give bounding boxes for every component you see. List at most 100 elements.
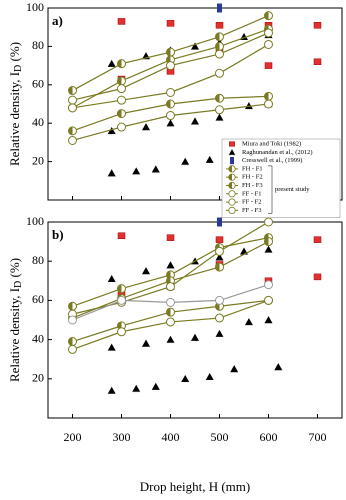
square-marker [313, 22, 322, 29]
marker-body [215, 68, 224, 78]
y-tick-label: 20 [32, 153, 44, 167]
half-circle-marker [228, 181, 236, 190]
open-circle-marker [68, 315, 77, 325]
marker-body [117, 122, 126, 132]
square-marker [117, 18, 126, 25]
y-tick-label: 60 [32, 292, 44, 306]
triangle-marker [150, 381, 161, 391]
y-label-sub: D [13, 65, 24, 72]
y-label-unit: (%) [7, 42, 22, 65]
triangle-marker [150, 164, 161, 174]
marker-half [228, 182, 232, 189]
marker-half [117, 284, 122, 293]
open-circle-marker [117, 84, 126, 94]
half-circle-marker [228, 173, 236, 181]
marker-body [228, 206, 236, 214]
y-tick-label: 40 [32, 115, 44, 129]
triangle-marker [214, 328, 225, 338]
x-axis-label: Drop height, H (mm) [140, 479, 250, 494]
square-marker [313, 236, 322, 243]
marker-half [215, 32, 220, 41]
half-circle-marker [228, 165, 236, 173]
panel-label: b) [52, 227, 64, 242]
open-circle-marker [215, 49, 224, 59]
y-axis-label: Relative density, ID (%) [7, 258, 24, 382]
x-tick-label: 200 [64, 430, 82, 444]
open-circle-marker [68, 95, 77, 105]
square-marker [313, 273, 322, 281]
half-circle-marker [166, 307, 175, 317]
marker-half [228, 174, 232, 181]
marker-half [166, 100, 171, 108]
triangle-marker [180, 156, 191, 166]
marker-body [215, 313, 224, 323]
marker-body [166, 282, 175, 292]
legend-label: FF - F3 [242, 207, 262, 214]
triangle-marker [189, 332, 201, 342]
x-tick-label: 500 [211, 430, 229, 444]
half-circle-marker [117, 109, 126, 119]
bar-marker [230, 157, 234, 165]
triangle-marker [229, 363, 240, 373]
x-tick-label: 600 [260, 430, 278, 444]
x-tick-label: 300 [113, 430, 131, 444]
plot-frame [47, 7, 343, 201]
triangle-marker [106, 58, 117, 68]
plot-frame [47, 221, 343, 419]
triangle-marker [131, 383, 142, 393]
square-marker [228, 141, 235, 147]
open-circle-marker [264, 99, 273, 109]
marker-body [166, 317, 175, 327]
y-tick-label: 80 [32, 38, 44, 52]
open-circle-marker [215, 246, 224, 256]
half-circle-marker [68, 301, 77, 311]
open-circle-marker [166, 317, 175, 327]
marker-half [166, 308, 171, 317]
marker-body [264, 28, 273, 38]
triangle-marker [243, 100, 254, 110]
triangle-marker [165, 334, 176, 344]
y-tick-label: 20 [32, 371, 44, 385]
open-circle-marker [68, 135, 77, 145]
open-circle-marker [117, 327, 126, 337]
square-marker [166, 234, 175, 241]
marker-body [166, 111, 175, 121]
square-marker [215, 236, 224, 243]
open-circle-marker [215, 313, 224, 323]
legend-label: FH - F2 [242, 174, 263, 181]
marker-half [68, 86, 73, 95]
open-circle-marker [166, 282, 175, 292]
half-circle-marker [264, 91, 273, 101]
y-label-unit: (%) [7, 258, 22, 281]
triangle-marker [106, 342, 117, 352]
marker-body [264, 99, 273, 109]
open-circle-marker [228, 190, 236, 198]
x-tick-label: 700 [309, 430, 327, 444]
marker-body [117, 327, 126, 337]
half-circle-marker [68, 126, 77, 136]
open-circle-marker [264, 217, 273, 227]
triangle-marker [263, 244, 274, 254]
marker-half [117, 76, 122, 85]
half-circle-marker [166, 47, 175, 57]
marker-half [68, 126, 73, 135]
legend-label: FF - F1 [242, 190, 262, 197]
half-circle-marker [215, 262, 224, 272]
triangle-marker [214, 252, 225, 262]
marker-half [166, 48, 171, 57]
triangle-marker [273, 361, 284, 371]
legend-label: FH - F1 [242, 165, 263, 172]
half-circle-marker [215, 32, 224, 42]
marker-body [68, 315, 77, 325]
open-circle-marker [215, 105, 224, 115]
marker-body [264, 295, 273, 305]
open-circle-marker [264, 280, 273, 290]
open-circle-marker [215, 295, 224, 305]
open-circle-marker [166, 111, 175, 121]
y-tick-label: 100 [26, 214, 44, 228]
marker-body [215, 246, 224, 256]
marker-half [215, 94, 220, 103]
marker-half [228, 165, 232, 173]
half-circle-marker [117, 59, 126, 69]
